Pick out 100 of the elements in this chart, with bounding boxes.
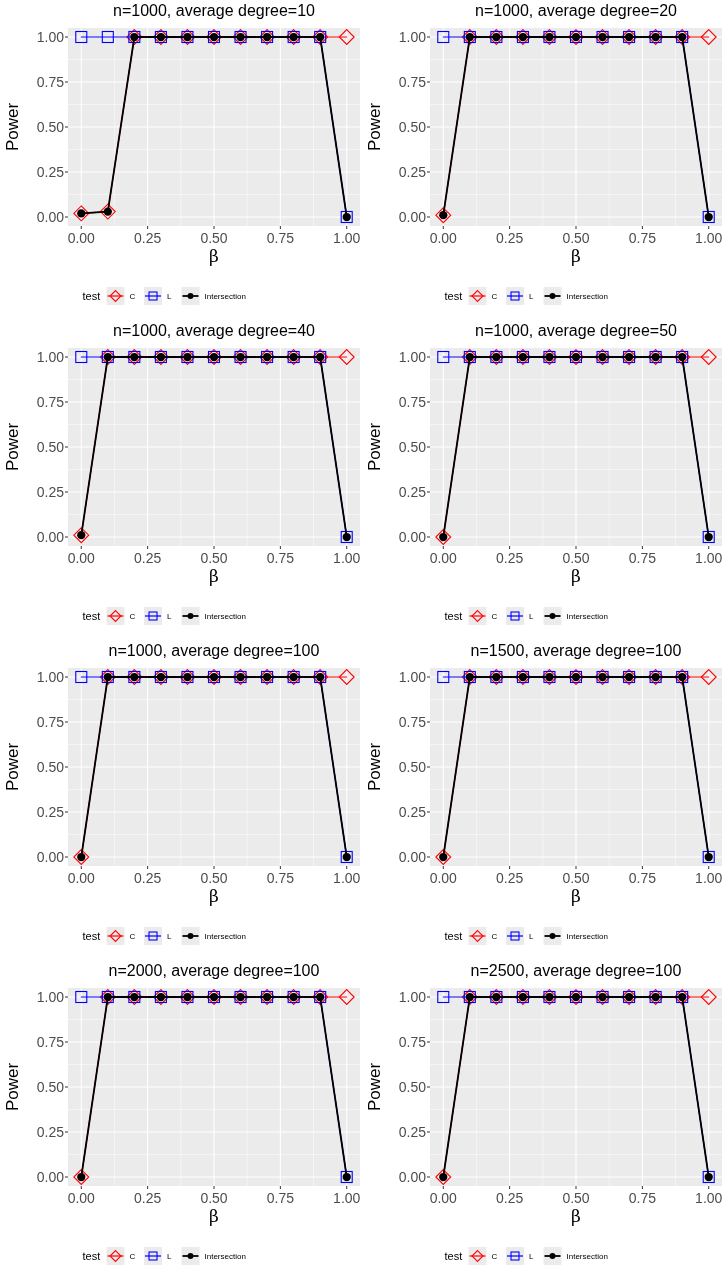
x-tick-label: 0.50 [200,870,228,886]
x-tick-label: 0.25 [496,230,524,246]
y-tick-label: 0.50 [36,439,65,455]
legend-label: L [167,1252,172,1261]
x-axis-title: β [209,886,219,906]
legend-label: Intersection [204,932,246,941]
legend-label: Intersection [566,292,608,301]
x-tick-label: 0.25 [496,870,524,886]
y-tick-label: 0.00 [398,209,427,225]
x-tick-label: 1.00 [695,870,723,886]
x-tick-label: 0.50 [200,230,228,246]
legend-label: Intersection [566,1252,608,1261]
legend-label: L [529,292,534,301]
x-tick-label: 0.00 [67,230,96,246]
y-axis-title: Power [3,1062,22,1112]
legend-title: test [444,1250,463,1262]
y-tick-label: 1.00 [36,989,65,1005]
point [75,30,88,44]
point [338,29,355,45]
y-tick-label: 0.25 [398,164,427,180]
legend-label: Intersection [204,612,246,621]
x-axis-title: β [571,246,581,266]
x-tick-label: 0.50 [562,550,590,566]
x-tick-label: 0.50 [200,550,228,566]
legend-title: test [444,290,463,302]
x-axis-title: β [209,246,219,266]
y-tick-label: 0.25 [36,484,65,500]
chart-title: n=1000, average degree=10 [113,2,316,19]
x-tick-label: 0.25 [134,230,162,246]
legend-title: test [82,610,101,622]
x-tick-label: 0.25 [134,550,162,566]
x-tick-label: 0.25 [496,1190,524,1206]
x-tick-label: 1.00 [695,1190,723,1206]
x-tick-label: 0.75 [628,870,657,886]
y-tick-label: 0.00 [398,1169,427,1185]
point [73,527,90,544]
y-tick-label: 1.00 [398,349,427,365]
legend-label: L [529,932,534,941]
x-tick-label: 0.50 [562,230,590,246]
point [338,349,355,365]
y-axis-title: Power [365,422,384,472]
point [73,205,90,222]
point [101,30,114,44]
legend-label: Intersection [566,612,608,621]
x-tick-label: 0.75 [628,550,657,566]
x-axis-title: β [571,566,581,586]
x-tick-label: 0.50 [562,870,590,886]
y-tick-label: 0.75 [398,394,427,410]
x-tick-label: 0.00 [429,550,458,566]
legend-label: C [129,932,136,941]
chart-title: n=1000, average degree=100 [108,642,320,659]
y-tick-label: 0.25 [398,1124,427,1140]
x-tick-label: 1.00 [695,550,723,566]
legend-label: C [491,292,498,301]
y-tick-label: 0.75 [398,1034,427,1050]
chart-title: n=1000, average degree=20 [475,2,678,19]
x-tick-label: 1.00 [333,870,361,886]
legend-label: L [529,1252,534,1261]
x-axis-title: β [209,566,219,586]
x-tick-label: 0.75 [628,230,657,246]
x-tick-label: 1.00 [333,550,361,566]
x-tick-label: 0.75 [266,870,295,886]
y-tick-label: 0.50 [36,119,65,135]
y-tick-label: 1.00 [36,29,65,45]
point [437,30,450,44]
legend-label: Intersection [204,1252,246,1261]
y-tick-label: 0.50 [398,119,427,135]
x-tick-label: 0.75 [266,550,295,566]
legend-label: C [129,612,136,621]
chart-title: n=1000, average degree=50 [475,322,678,339]
y-tick-label: 0.50 [398,439,427,455]
x-tick-label: 0.50 [562,1190,590,1206]
x-tick-label: 0.00 [429,870,458,886]
y-tick-label: 0.25 [36,164,65,180]
y-tick-label: 0.25 [398,804,427,820]
point [99,203,116,220]
y-axis-title: Power [3,102,22,152]
y-tick-label: 0.75 [36,74,65,90]
chart-title: n=1000, average degree=40 [113,322,316,339]
legend-label: L [529,612,534,621]
x-tick-label: 0.50 [200,1190,228,1206]
y-axis-title: Power [365,1062,384,1112]
y-tick-label: 0.50 [398,1079,427,1095]
legend-label: Intersection [204,292,246,301]
legend-label: L [167,292,172,301]
legend-title: test [82,1250,101,1262]
y-tick-label: 0.75 [398,714,427,730]
x-tick-label: 0.00 [429,1190,458,1206]
x-tick-label: 0.00 [67,1190,96,1206]
x-tick-label: 0.75 [266,230,295,246]
y-tick-label: 0.50 [36,1079,65,1095]
legend-title: test [82,290,101,302]
y-tick-label: 0.00 [36,209,65,225]
legend-label: L [167,612,172,621]
chart-title: n=2500, average degree=100 [470,962,682,979]
chart-title: n=1500, average degree=100 [470,642,682,659]
y-axis-title: Power [3,422,22,472]
legend-label: C [129,1252,136,1261]
y-axis-title: Power [3,742,22,792]
legend-label: C [491,1252,498,1261]
